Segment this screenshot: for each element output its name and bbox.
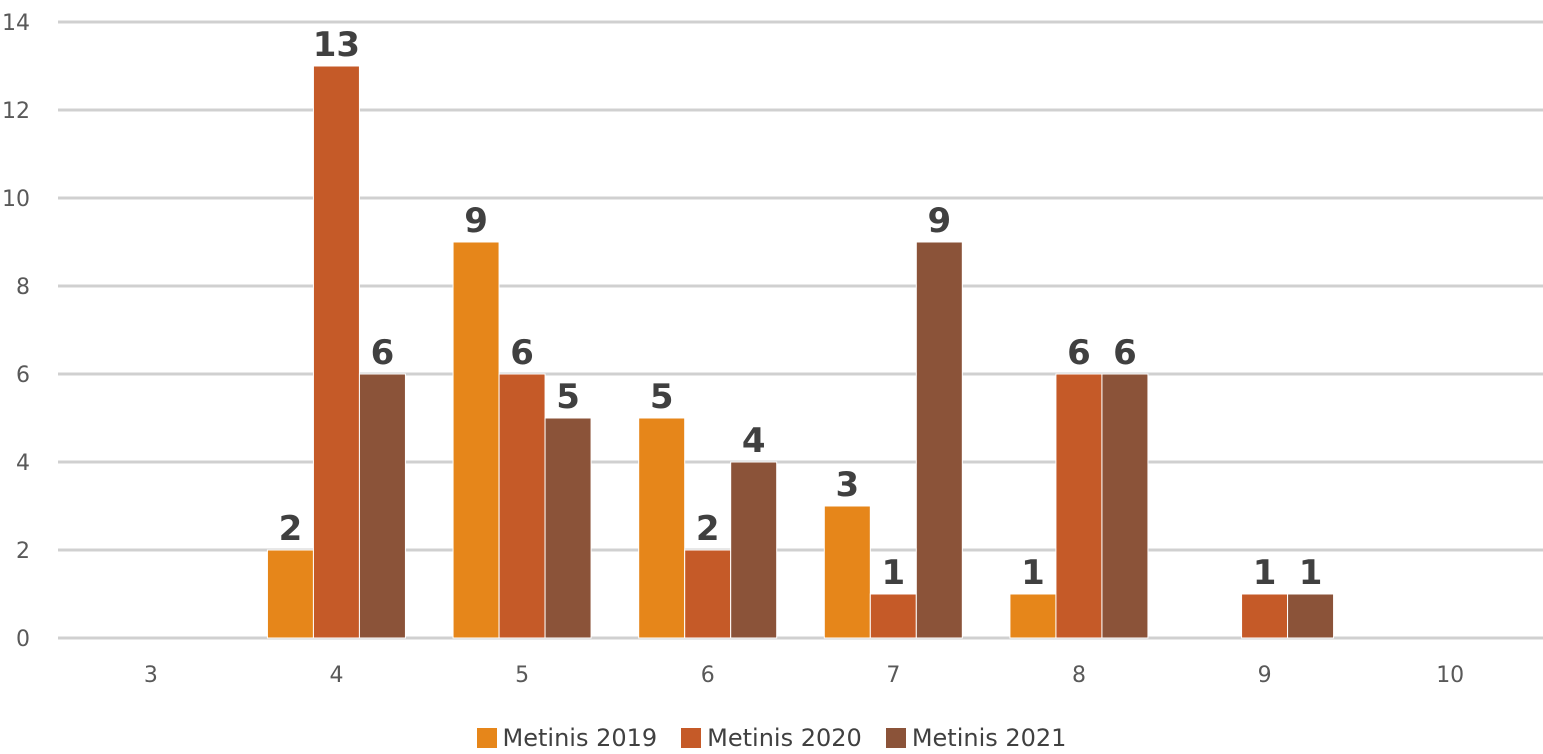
legend-label: Metinis 2019: [502, 724, 658, 752]
bar-4-series-2: [358, 373, 406, 639]
bar-4-series-0: [266, 549, 314, 639]
y-axis-ticks: 0 2 4 6 8 10 12 14: [2, 11, 30, 652]
bar-6-series-2: [730, 461, 778, 639]
legend-item: Metinis 2021: [885, 724, 1067, 752]
data-label: 2: [279, 509, 303, 549]
x-tick-label: 9: [1258, 663, 1272, 688]
legend-label: Metinis 2020: [707, 724, 862, 752]
y-tick-label: 6: [16, 363, 30, 388]
x-axis-ticks: 3 4 5 6 7 8 9 10: [144, 663, 1464, 688]
data-label: 5: [556, 377, 580, 417]
bar-6-series-1: [684, 549, 732, 639]
y-tick-label: 0: [16, 627, 30, 652]
bar-6-series-0: [638, 417, 686, 639]
data-label: 1: [881, 553, 905, 593]
bar-8-series-1: [1055, 373, 1103, 639]
bar-4-series-1: [312, 65, 360, 639]
legend-item: Metinis 2020: [681, 724, 862, 752]
bars: [266, 65, 1335, 639]
data-label: 2: [696, 509, 720, 549]
bar-7-series-2: [915, 241, 963, 639]
y-tick-label: 14: [2, 11, 30, 36]
data-label: 6: [510, 333, 534, 373]
x-tick-label: 3: [144, 663, 158, 688]
x-tick-label: 10: [1436, 663, 1464, 688]
y-tick-label: 10: [2, 187, 30, 212]
legend-swatch: [681, 728, 702, 748]
data-label: 1: [1021, 553, 1045, 593]
bar-7-series-0: [823, 505, 871, 639]
legend-label: Metinis 2021: [911, 724, 1067, 752]
legend-item: Metinis 2019: [476, 724, 658, 752]
data-label: 9: [464, 201, 488, 241]
bar-5-series-1: [498, 373, 546, 639]
data-label: 13: [313, 25, 360, 65]
bar-8-series-0: [1009, 593, 1057, 639]
x-tick-label: 4: [329, 663, 343, 688]
legend-swatch: [885, 728, 906, 748]
legend-swatch: [476, 728, 497, 748]
bar-5-series-2: [544, 417, 592, 639]
data-label: 6: [1113, 333, 1137, 373]
x-tick-label: 7: [886, 663, 900, 688]
data-label: 5: [650, 377, 674, 417]
y-tick-label: 12: [2, 99, 30, 124]
bar-5-series-0: [452, 241, 500, 639]
y-tick-label: 8: [16, 275, 30, 300]
x-tick-label: 8: [1072, 663, 1086, 688]
y-tick-label: 2: [16, 539, 30, 564]
bar-8-series-2: [1101, 373, 1149, 639]
x-tick-label: 6: [701, 663, 715, 688]
y-tick-label: 4: [16, 451, 30, 476]
data-label: 9: [927, 201, 951, 241]
legend: Metinis 2019 Metinis 2020 Metinis 2021: [0, 722, 1543, 754]
data-label: 4: [742, 421, 766, 461]
data-label: 6: [1067, 333, 1091, 373]
bar-9-series-2: [1287, 593, 1335, 639]
x-tick-label: 5: [515, 663, 529, 688]
bar-7-series-1: [869, 593, 917, 639]
data-label: 1: [1299, 553, 1323, 593]
bar-9-series-1: [1241, 593, 1289, 639]
data-label: 6: [371, 333, 395, 373]
data-label: 3: [835, 465, 859, 505]
data-label: 1: [1253, 553, 1277, 593]
